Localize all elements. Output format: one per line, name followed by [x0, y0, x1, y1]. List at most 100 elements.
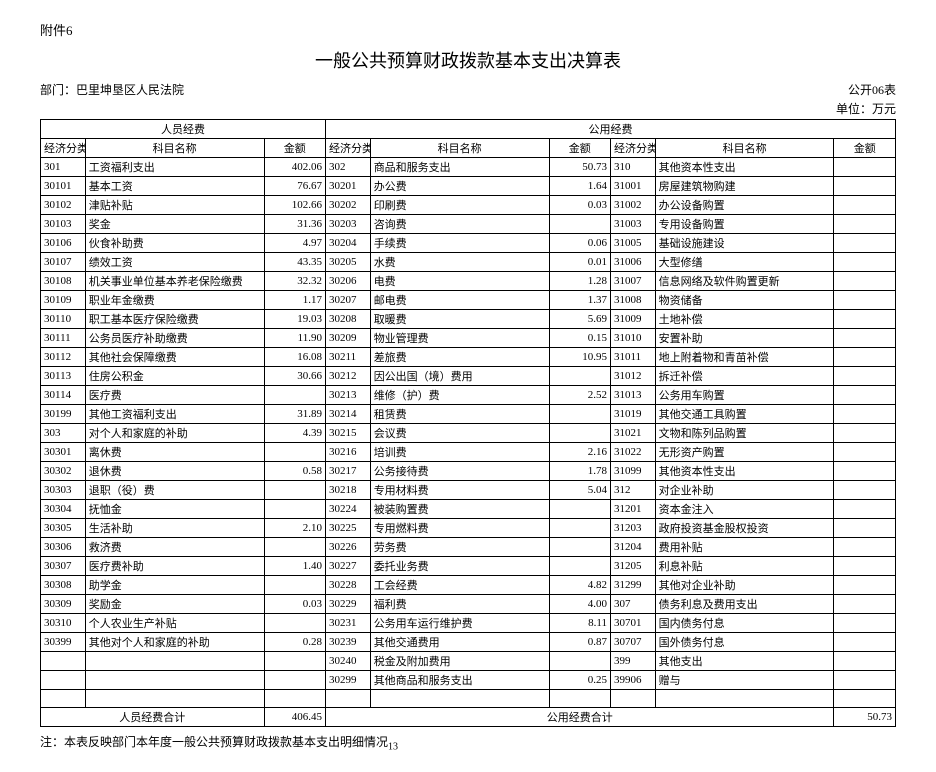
cell: 30227 — [325, 557, 370, 576]
unit-label: 单位：万元 — [836, 100, 896, 117]
cell — [264, 481, 325, 500]
col-code-1: 经济分类科目编 — [41, 139, 86, 158]
cell: 30213 — [325, 386, 370, 405]
cell: 退休费 — [85, 462, 264, 481]
cell: 住房公积金 — [85, 367, 264, 386]
cell: 维修（护）费 — [370, 386, 549, 405]
cell: 2.16 — [549, 443, 610, 462]
cell — [834, 234, 896, 253]
col-name-2: 科目名称 — [370, 139, 549, 158]
cell — [264, 538, 325, 557]
cell: 信息网络及软件购置更新 — [655, 272, 834, 291]
cell: 0.15 — [549, 329, 610, 348]
cell: 物资储备 — [655, 291, 834, 310]
cell: 30202 — [325, 196, 370, 215]
cell: 30113 — [41, 367, 86, 386]
table-row: 30101基本工资76.6730201办公费1.6431001房屋建筑物购建 — [41, 177, 896, 196]
cell: 税金及附加费用 — [370, 652, 549, 671]
cell: 31013 — [610, 386, 655, 405]
cell — [549, 690, 610, 708]
cell — [834, 405, 896, 424]
cell: 无形资产购置 — [655, 443, 834, 462]
cell — [610, 690, 655, 708]
cell: 30303 — [41, 481, 86, 500]
cell: 30211 — [325, 348, 370, 367]
cell: 30204 — [325, 234, 370, 253]
cell: 对个人和家庭的补助 — [85, 424, 264, 443]
table-row: 30310个人农业生产补贴30231公务用车运行维护费8.1130701国内债务… — [41, 614, 896, 633]
cell: 30707 — [610, 633, 655, 652]
table-row: 30106伙食补助费4.9730204手续费0.0631005基础设施建设 — [41, 234, 896, 253]
cell: 土地补偿 — [655, 310, 834, 329]
table-row: 30240税金及附加费用399其他支出 — [41, 652, 896, 671]
cell — [264, 671, 325, 690]
department-label: 部门：巴里坤垦区人民法院 — [40, 81, 184, 98]
cell: 赠与 — [655, 671, 834, 690]
col-code-3: 经济分类科目编 — [610, 139, 655, 158]
cell: 基础设施建设 — [655, 234, 834, 253]
cell: 30225 — [325, 519, 370, 538]
cell: 303 — [41, 424, 86, 443]
cell: 公务用车运行维护费 — [370, 614, 549, 633]
cell: 30309 — [41, 595, 86, 614]
cell: 30217 — [325, 462, 370, 481]
total-personnel-label: 人员经费合计 — [41, 708, 265, 727]
cell: 31012 — [610, 367, 655, 386]
cell — [549, 367, 610, 386]
cell: 31010 — [610, 329, 655, 348]
cell: 30107 — [41, 253, 86, 272]
cell: 30229 — [325, 595, 370, 614]
cell: 30.66 — [264, 367, 325, 386]
cell: 30209 — [325, 329, 370, 348]
cell: 30399 — [41, 633, 86, 652]
cell: 工会经费 — [370, 576, 549, 595]
cell: 1.78 — [549, 462, 610, 481]
cell: 咨询费 — [370, 215, 549, 234]
cell — [834, 253, 896, 272]
table-row: 30112其他社会保障缴费16.0830211差旅费10.9531011地上附着… — [41, 348, 896, 367]
table-code: 公开06表 — [848, 81, 896, 98]
table-row: 30308助学金30228工会经费4.8231299其他对企业补助 — [41, 576, 896, 595]
table-row: 30302退休费0.5830217公务接待费1.7831099其他资本性支出 — [41, 462, 896, 481]
cell: 绩效工资 — [85, 253, 264, 272]
table-row: 30114医疗费30213维修（护）费2.5231013公务用车购置 — [41, 386, 896, 405]
cell: 1.28 — [549, 272, 610, 291]
cell: 资本金注入 — [655, 500, 834, 519]
cell: 31008 — [610, 291, 655, 310]
table-row: 30309奖励金0.0330229福利费4.00307债务利息及费用支出 — [41, 595, 896, 614]
cell: 31019 — [610, 405, 655, 424]
cell: 312 — [610, 481, 655, 500]
cell: 31201 — [610, 500, 655, 519]
cell — [264, 614, 325, 633]
table-row: 30109职业年金缴费1.1730207邮电费1.3731008物资储备 — [41, 291, 896, 310]
cell: 4.00 — [549, 595, 610, 614]
cell: 30201 — [325, 177, 370, 196]
cell: 2.10 — [264, 519, 325, 538]
cell: 医疗费补助 — [85, 557, 264, 576]
cell: 政府投资基金股权投资 — [655, 519, 834, 538]
table-row: 30107绩效工资43.3530205水费0.0131006大型修缮 — [41, 253, 896, 272]
cell: 伙食补助费 — [85, 234, 264, 253]
section-header-personnel: 人员经费 — [41, 120, 326, 139]
cell: 0.03 — [264, 595, 325, 614]
cell: 1.37 — [549, 291, 610, 310]
cell: 16.08 — [264, 348, 325, 367]
cell: 399 — [610, 652, 655, 671]
cell: 30239 — [325, 633, 370, 652]
cell: 30109 — [41, 291, 86, 310]
cell — [85, 690, 264, 708]
cell — [834, 348, 896, 367]
cell: 307 — [610, 595, 655, 614]
table-row: 30306救济费30226劳务费31204费用补贴 — [41, 538, 896, 557]
cell: 电费 — [370, 272, 549, 291]
section-header-public: 公用经费 — [325, 120, 895, 139]
cell: 劳务费 — [370, 538, 549, 557]
cell: 302 — [325, 158, 370, 177]
footnote-text: 注：本表反映部门本年度一般公共预算财政拨款基本支出明细情况 — [40, 735, 388, 749]
page-title: 一般公共预算财政拨款基本支出决算表 — [40, 47, 896, 73]
cell — [549, 519, 610, 538]
cell — [834, 329, 896, 348]
cell: 30110 — [41, 310, 86, 329]
cell: 债务利息及费用支出 — [655, 595, 834, 614]
cell — [264, 500, 325, 519]
